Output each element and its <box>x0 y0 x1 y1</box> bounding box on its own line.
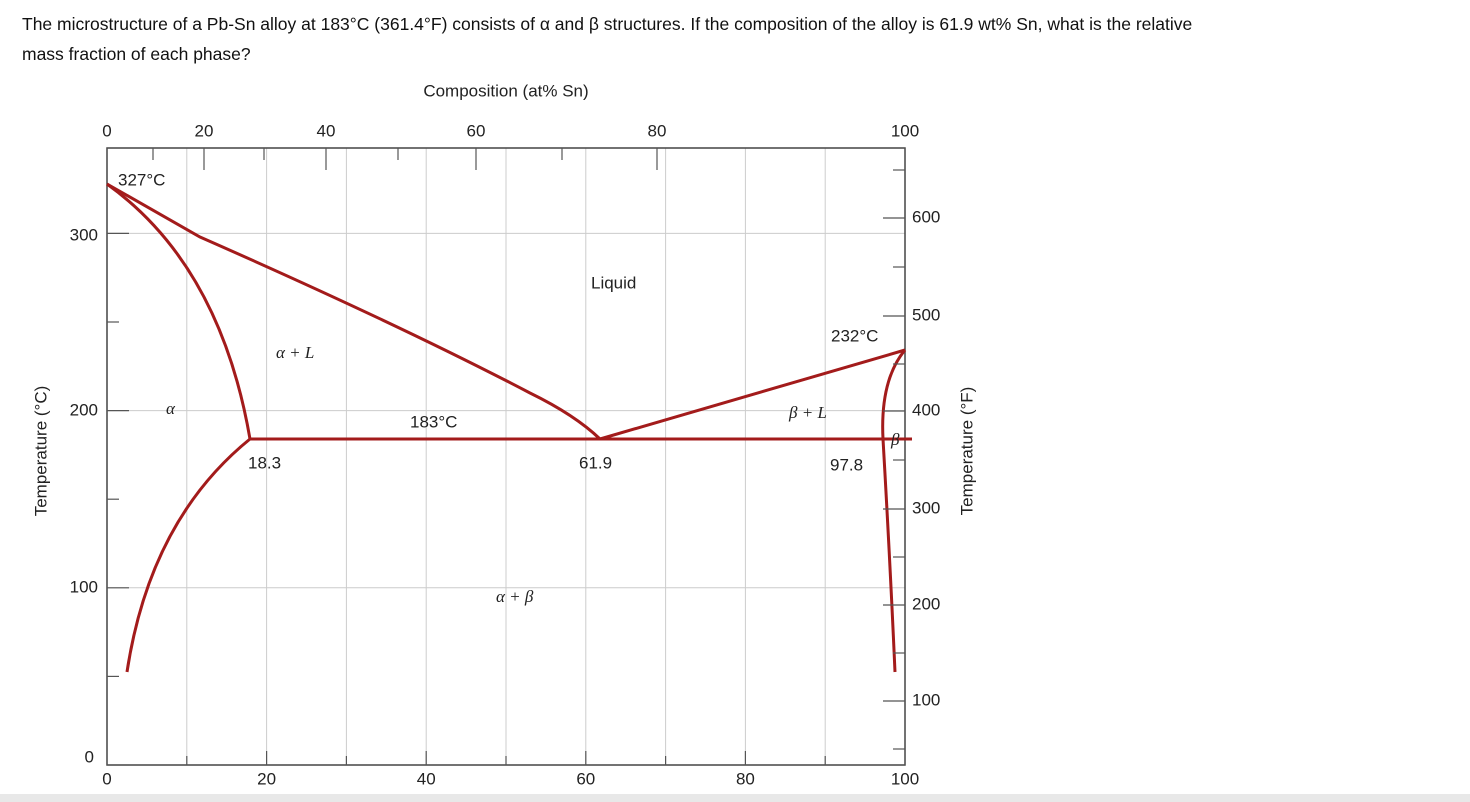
bottom-tick-label: 80 <box>736 769 755 788</box>
scrollbar <box>0 794 1470 802</box>
label: 18.3 <box>248 453 281 472</box>
top-tick-label: 60 <box>467 121 486 140</box>
label: α + L <box>276 343 314 362</box>
right-tick-label: 200 <box>912 594 940 613</box>
question-line: mass fraction of each phase? <box>22 44 251 64</box>
top-axis-title: Composition (at% Sn) <box>423 81 588 100</box>
solidus-solvus-beta <box>881 349 907 673</box>
label: α <box>166 399 176 418</box>
right-tick-label: 100 <box>912 690 940 709</box>
top-tick-label: 100 <box>891 121 919 140</box>
right-axis-title: Temperature (°F) <box>957 387 976 516</box>
liquidus-beta <box>599 348 906 441</box>
left-tick-label: 0 <box>85 747 94 766</box>
top-tick-label: 20 <box>195 121 214 140</box>
left-axis-title: Temperature (°C) <box>31 386 50 517</box>
label: 97.8 <box>830 455 863 474</box>
label: 232°C <box>831 326 878 345</box>
bottom-tick-label: 60 <box>576 769 595 788</box>
label: β + L <box>788 403 827 422</box>
bottom-tick-label: 20 <box>257 769 276 788</box>
label: Liquid <box>591 273 636 292</box>
right-tick-label: 500 <box>912 305 940 324</box>
left-tick-label: 300 <box>70 225 98 244</box>
label: β <box>890 430 900 449</box>
label: α + β <box>496 587 534 606</box>
label: 183°C <box>410 412 457 431</box>
bottom-tick-label: 0 <box>102 769 111 788</box>
solvus-alpha <box>125 437 251 673</box>
left-tick-label: 200 <box>70 400 98 419</box>
label: 61.9 <box>579 453 612 472</box>
bottom-tick-label: 100 <box>891 769 919 788</box>
right-tick-label: 400 <box>912 400 940 419</box>
grid <box>107 148 905 765</box>
liquidus-alpha <box>106 182 602 441</box>
question: The microstructure of a Pb-Sn alloy at 1… <box>22 9 1192 69</box>
top-tick-label: 40 <box>317 121 336 140</box>
solidus-alpha <box>106 182 252 440</box>
bottom-tick-label: 40 <box>417 769 436 788</box>
left-tick-label: 100 <box>70 577 98 596</box>
question-line: The microstructure of a Pb-Sn alloy at 1… <box>22 14 1193 34</box>
top-tick-label: 0 <box>102 121 111 140</box>
top-tick-label: 80 <box>648 121 667 140</box>
right-tick-label: 300 <box>912 498 940 517</box>
label: 327°C <box>118 170 165 189</box>
right-tick-label: 600 <box>912 207 940 226</box>
